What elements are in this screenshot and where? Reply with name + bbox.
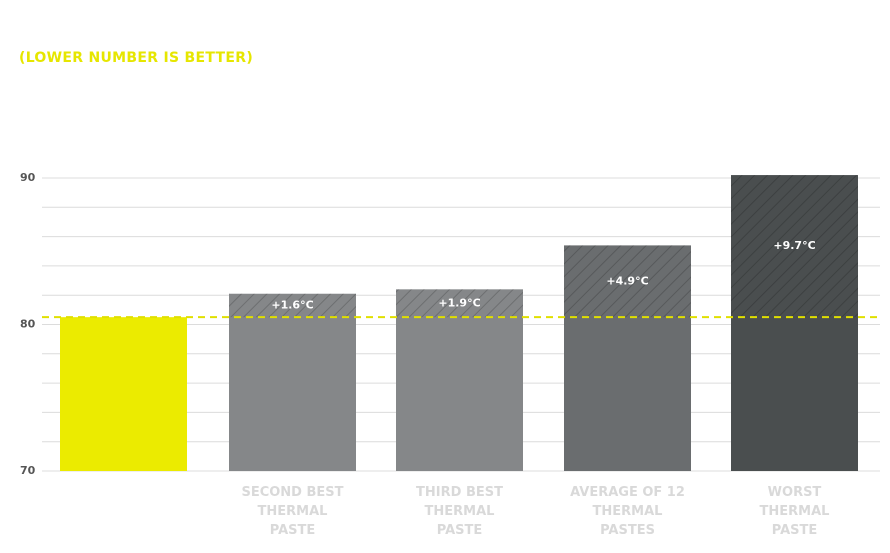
x-tick-label: SECOND BEST THERMAL PASTE bbox=[241, 485, 344, 538]
delta-hatch bbox=[564, 245, 691, 318]
bar bbox=[396, 289, 523, 471]
y-tick-label: 70 bbox=[20, 464, 36, 477]
delta-label: +9.7°C bbox=[773, 239, 815, 252]
delta-hatch bbox=[731, 175, 858, 318]
y-tick-label: 90 bbox=[20, 171, 36, 184]
delta-label: +4.9°C bbox=[606, 274, 648, 287]
bar bbox=[60, 317, 187, 471]
x-tick-label: AVERAGE OF 12 THERMAL PASTES bbox=[570, 485, 685, 538]
delta-hatch bbox=[396, 289, 523, 318]
bar bbox=[229, 293, 356, 471]
y-tick-label: 80 bbox=[20, 318, 36, 331]
delta-label: +1.6°C bbox=[271, 298, 313, 311]
x-tick-label: THIRD BEST THERMAL PASTE bbox=[416, 485, 503, 538]
delta-label: +1.9°C bbox=[438, 296, 480, 309]
delta-hatch bbox=[229, 293, 356, 318]
subtitle: (LOWER NUMBER IS BETTER) bbox=[19, 50, 254, 66]
x-tick-label: WORST THERMAL PASTE bbox=[759, 485, 830, 538]
